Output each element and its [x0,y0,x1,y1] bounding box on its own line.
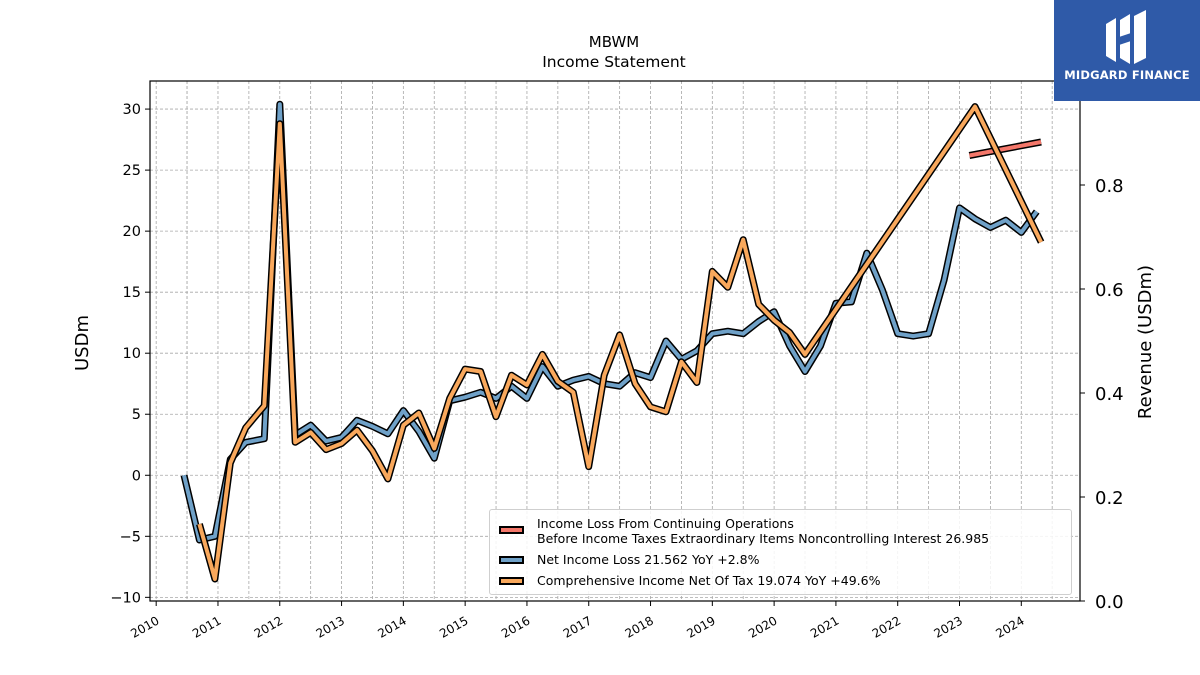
x-tick-label: 2014 [375,613,408,640]
x-tick-label: 2016 [499,613,532,640]
grid-lines [150,81,1080,601]
left-tick-label: 10 [123,346,141,362]
legend-swatch-pretax-income [499,526,524,534]
logo-text: MIDGARD FINANCE [1064,68,1190,82]
midgard-finance-logo: MIDGARD FINANCE [1054,0,1200,101]
plot-frame [149,80,1081,602]
legend-swatch-comprehensive-income [499,577,524,585]
right-axis-label: Revenue (USDm) [1135,265,1156,419]
legend-swatch-net-income [499,556,524,564]
x-tick-label: 2011 [190,613,223,640]
x-tick-label: 2019 [684,613,717,640]
chart-title: MBWM [589,33,639,51]
right-tick-label: 0.8 [1095,176,1124,197]
left-tick-label: 0 [132,468,141,484]
chart-subtitle: Income Statement [542,53,686,71]
series-comprehensive-income-line [197,104,1043,581]
x-axis: 2010 2011 2012 2013 2014 2015 2016 2017 2018 2019… [128,601,1027,641]
series-net-income-line [182,102,1039,542]
x-tick-label: 2013 [314,613,347,640]
x-tick-label: 2023 [932,613,965,640]
right-tick-label: 0.4 [1095,384,1124,405]
midgard-finance-logo-icon [1106,10,1146,64]
left-tick-label: 5 [132,407,141,423]
left-tick-label: 25 [123,163,141,179]
left-tick-label: −10 [110,590,141,606]
right-axis: 0.0 0.2 0.4 0.6 0.8 [1080,176,1124,613]
series-net-income-outline [180,100,1040,544]
legend-label-net-income: Net Income Loss 21.562 YoY +2.8% [537,552,760,567]
left-tick-label: 30 [123,102,141,118]
series-pretax-income-line [969,140,1042,158]
legend-label-pretax-line1: Income Loss From Continuing Operations [537,516,794,531]
left-tick-label: 20 [123,224,141,240]
series-lines [180,100,1045,583]
legend-label-pretax-line2: Before Income Taxes Extraordinary Items … [537,531,990,546]
left-tick-label: 15 [123,285,141,301]
right-tick-label: 0.0 [1095,592,1124,613]
chart-legend: Income Loss From Continuing Operations B… [489,509,1072,595]
x-tick-label: 2015 [437,613,470,640]
x-tick-label: 2012 [252,613,285,640]
x-tick-label: 2020 [746,613,779,640]
x-tick-label: 2022 [870,613,903,640]
left-tick-label: −5 [120,529,141,545]
x-tick-label: 2010 [128,613,161,640]
legend-label-comprehensive-income: Comprehensive Income Net Of Tax 19.074 Y… [537,573,881,588]
x-tick-label: 2017 [561,613,594,640]
left-axis-label: USDm [72,315,93,371]
x-tick-label: 2018 [623,613,656,640]
right-tick-label: 0.2 [1095,488,1124,509]
x-tick-label: 2024 [993,613,1026,640]
left-axis: −10 −5 0 5 10 15 20 25 30 [110,102,150,606]
x-tick-label: 2021 [808,613,841,640]
right-tick-label: 0.6 [1095,280,1124,301]
